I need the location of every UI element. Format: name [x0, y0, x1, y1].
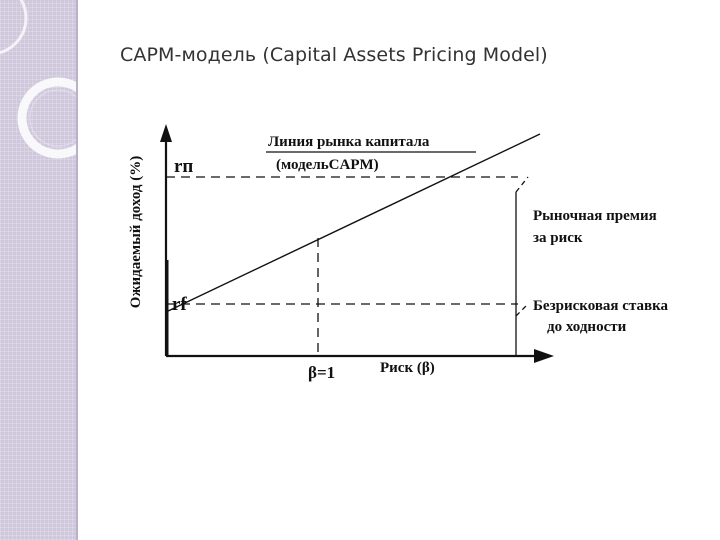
premium-pointer: [515, 176, 529, 193]
x-axis-label: Риск (β): [380, 360, 435, 376]
risk-free-rate-label-1: Безрисковая ставка: [533, 298, 669, 314]
risk-free-label: rf: [172, 294, 187, 315]
capm-diagram: Ожидаемый доход (%) rп rf β=1 Риск (β) Л…: [128, 124, 669, 382]
capital-market-line: [165, 133, 541, 313]
line-label-2: (модельCAPM): [276, 157, 379, 173]
y-axis-label: Ожидаемый доход (%): [128, 156, 144, 308]
decorative-sidebar: [0, 0, 78, 540]
decorative-circles: [0, 0, 78, 159]
y-axis-arrow: [160, 124, 172, 142]
sidebar-edge: [76, 0, 78, 540]
slide-title: CAPM-модель (Capital Assets Pricing Mode…: [120, 44, 548, 66]
line-label-1: Линия рынка капитала: [268, 134, 430, 150]
market-premium-label-2: за риск: [533, 230, 583, 246]
x-axis-arrow: [534, 349, 554, 363]
risk-free-pointer: [515, 303, 529, 317]
market-premium-label-1: Рыночная премия: [533, 208, 657, 224]
risk-free-rate-label-2: до ходности: [547, 319, 627, 335]
beta-label: β=1: [308, 363, 335, 382]
market-return-label: rп: [174, 156, 193, 177]
